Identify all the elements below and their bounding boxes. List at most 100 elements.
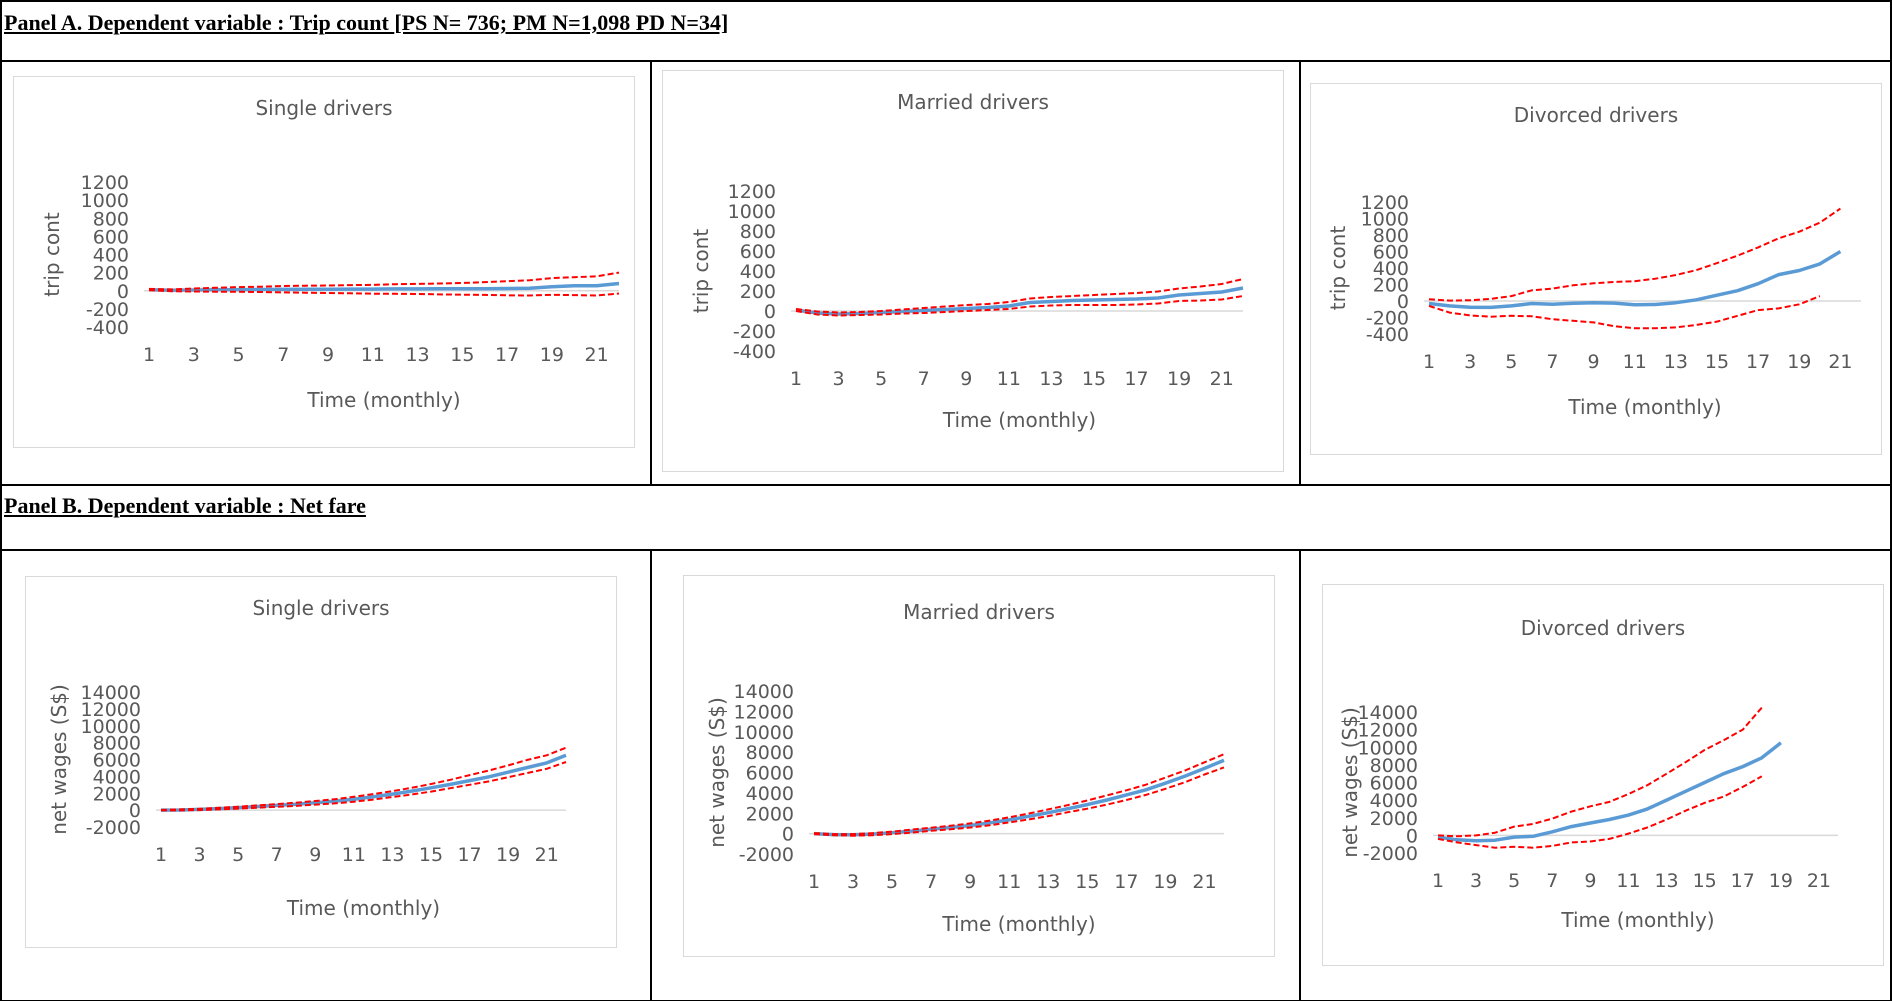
chart-title: Divorced drivers [1521,616,1685,640]
series-line-estimate [160,753,567,812]
y-tick-label: 0 [764,301,776,323]
y-tick-label: 1200 [81,172,129,194]
x-tick-label: 5 [1505,351,1517,373]
y-tick-label: -200 [733,321,776,343]
panel-b-title-main: Panel B. Dependent variable : Net fare [4,493,366,518]
x-tick-label: 9 [322,344,334,366]
y-tick-label: 600 [93,226,129,248]
x-tick-label: 9 [964,871,976,893]
y-tick-label: 800 [740,221,776,243]
y-tick-label: -400 [1366,324,1409,346]
x-tick-label: 11 [1623,351,1647,373]
y-tick-label: -2000 [86,817,141,839]
x-tick-label: 11 [1616,870,1640,892]
y-tick-label: 10000 [1358,737,1418,759]
chart-b-divorced: Divorced drivers 14000 12000 10000 8000 6000 4… [1322,584,1884,966]
x-axis-label: Time (monthly) [942,408,1096,432]
chart-title: Married drivers [897,90,1049,114]
y-tick-label: -200 [86,299,129,321]
series-line-upper-ci [795,278,1244,314]
x-tick-label: 13 [380,844,404,866]
y-tick-label: 4000 [93,766,141,788]
y-tick-label: 12000 [81,699,141,721]
x-tick-label: 17 [457,844,481,866]
x-tick-label: 19 [1167,368,1191,390]
x-tick-label: 15 [1082,368,1106,390]
x-tick-label: 17 [1746,351,1770,373]
y-tick-label: 800 [1373,225,1409,247]
x-axis-label: Time (monthly) [1560,908,1714,932]
y-tick-label: 2000 [1370,808,1418,830]
y-tick-label: 0 [117,281,129,303]
x-tick-label: 17 [495,344,519,366]
x-tick-label: 9 [960,368,972,390]
y-tick-label: 8000 [93,733,141,755]
x-tick-label: 11 [997,368,1021,390]
y-tick-label: 8000 [1370,755,1418,777]
x-tick-label: 21 [1192,871,1216,893]
y-axis-label: net wages (S$) [1338,707,1362,858]
y-tick-label: 6000 [1370,773,1418,795]
y-tick-label: 2000 [93,783,141,805]
x-tick-label: 3 [833,368,845,390]
series-line-estimate [1437,741,1782,843]
y-tick-label: 0 [1397,291,1409,313]
x-tick-label: 5 [875,368,887,390]
x-tick-label: 19 [540,344,564,366]
series-line-estimate [813,758,1225,837]
y-axis-label: trip cont [1326,226,1350,311]
y-axis-label: net wages (S$) [705,697,729,848]
panel-a-title: Panel A. Dependent variable : Trip count… [4,10,728,36]
y-tick-label: 200 [740,281,776,303]
chart-svg: Divorced drivers140001200010000800060004… [1338,616,1838,932]
series-line-upper-ci [1428,207,1841,302]
y-tick-label: 400 [93,245,129,267]
x-tick-label: 19 [1769,870,1793,892]
series-line-estimate [795,286,1244,316]
y-tick-label: 2000 [746,803,794,825]
x-axis-label: Time (monthly) [306,388,460,412]
x-tick-label: 19 [1787,351,1811,373]
y-tick-label: 12000 [1358,720,1418,742]
x-axis-label: Time (monthly) [286,896,440,920]
series-line-lower-ci [795,295,1244,317]
y-tick-label: 0 [1406,825,1418,847]
x-tick-label: 17 [1124,368,1148,390]
x-tick-label: 1 [143,344,155,366]
y-tick-label: 1000 [728,201,776,223]
x-tick-label: 3 [1470,870,1482,892]
chart-b-single: Single drivers 14000 12000 10000 8000 6000 400… [25,576,617,948]
y-tick-label: 1200 [1361,192,1409,214]
panel-b-title: Panel B. Dependent variable : Net fare [4,493,366,519]
y-tick-label: 600 [1373,242,1409,264]
series-line-estimate [148,281,620,293]
y-tick-label: 6000 [746,763,794,785]
x-tick-label: 1 [790,368,802,390]
x-tick-label: 9 [1588,351,1600,373]
chart-svg: Single drivers14000120001000080006000400… [47,596,567,920]
x-tick-label: 5 [232,844,244,866]
panel-a-title-main: Panel A. Dependent variable : Trip count [4,10,395,35]
x-tick-label: 9 [309,844,321,866]
series-line-lower-ci [1428,295,1821,330]
x-tick-label: 13 [405,344,429,366]
y-tick-label: 200 [93,263,129,285]
chart-svg: Divorced drivers 120010008006004002000-20… [1326,103,1861,419]
x-tick-label: 21 [535,844,559,866]
series-line-upper-ci [160,746,567,811]
y-tick-label: 0 [782,824,794,846]
x-tick-label: 11 [997,871,1021,893]
series-line-estimate [1428,250,1842,310]
y-tick-label: 10000 [81,716,141,738]
x-tick-label: 7 [277,344,289,366]
x-tick-label: 15 [1693,870,1717,892]
chart-b-married: Married drivers 14000 12000 10000 8000 6000 40… [683,575,1275,957]
y-tick-label: 4000 [746,783,794,805]
y-tick-label: -400 [733,341,776,363]
x-tick-label: 7 [1546,870,1558,892]
x-tick-label: 11 [342,844,366,866]
x-tick-label: 1 [155,844,167,866]
y-axis-label: trip cont [689,229,713,314]
x-tick-label: 7 [271,844,283,866]
